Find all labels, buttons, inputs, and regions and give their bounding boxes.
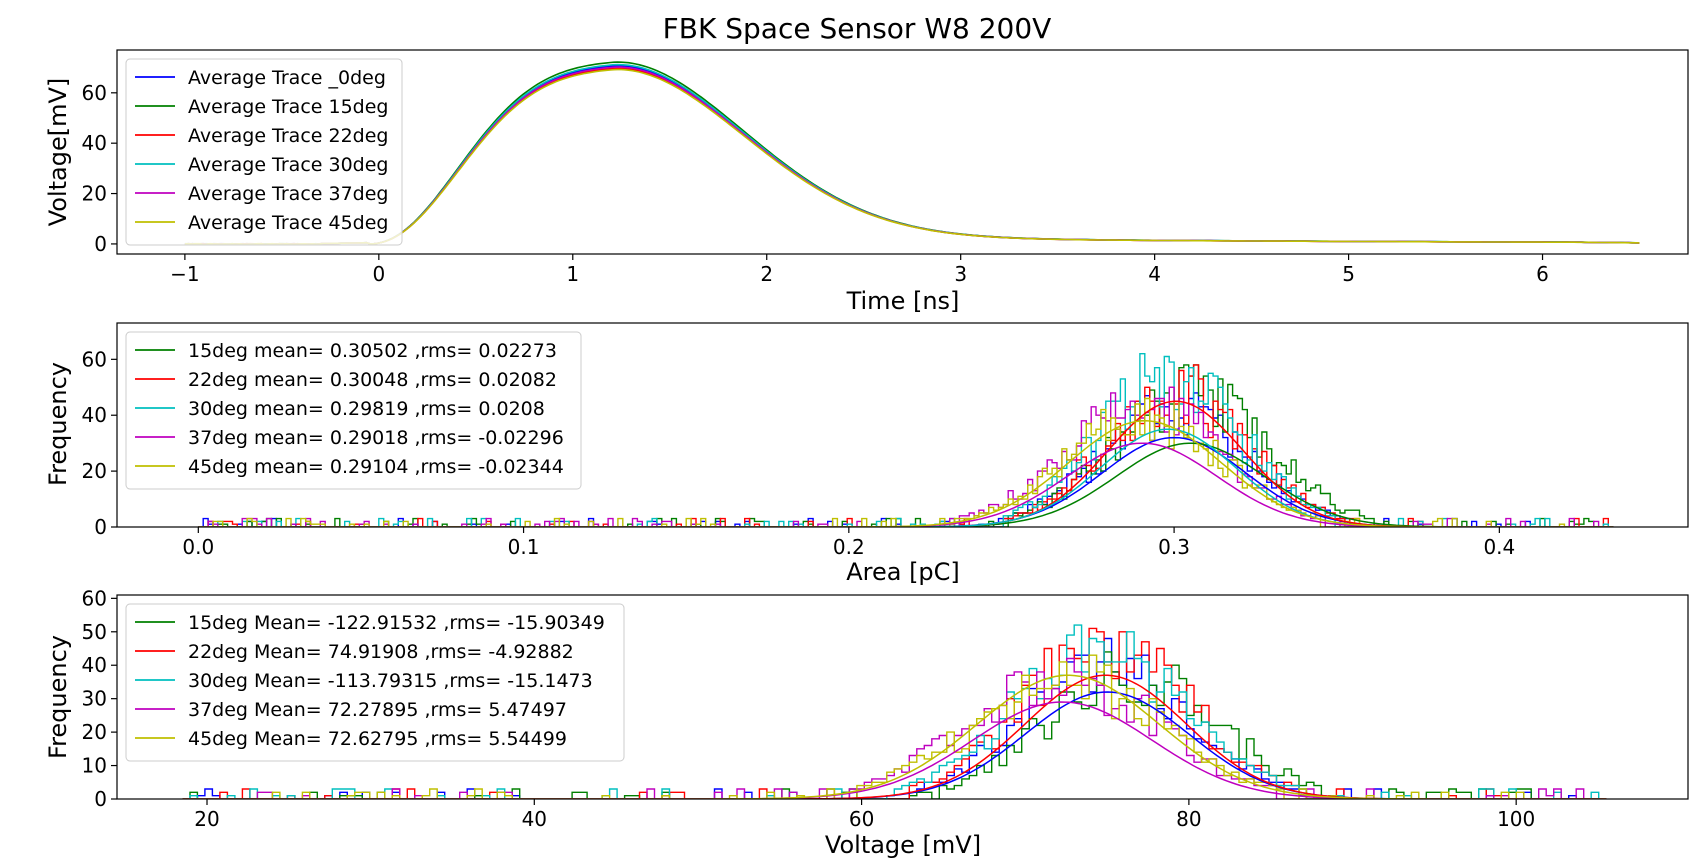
x-tick-label: 0.1 — [508, 535, 540, 559]
y-tick-label: 0 — [94, 515, 107, 539]
y-tick-label: 60 — [82, 347, 107, 371]
legend-entry: 15deg Mean= -122.91532 ,rms= -15.90349 — [188, 612, 605, 634]
panel-2-ylabel: Frequency — [44, 635, 72, 759]
legend-entry: Average Trace 30deg — [188, 154, 389, 176]
x-tick-label: 0 — [372, 262, 385, 286]
x-tick-label: 0.0 — [182, 535, 214, 559]
legend: 15deg Mean= -122.91532 ,rms= -15.90349 22… — [125, 603, 625, 762]
x-tick-label: 4 — [1148, 262, 1161, 286]
panel-area-histogram: Frequency Area [pC] 0.0 0.1 0.2 0.3 0.4 0 20 40… — [44, 322, 1689, 586]
axes-frame — [116, 49, 1689, 255]
y-tick-label: 30 — [82, 687, 107, 711]
x-tick-label: 5 — [1342, 262, 1355, 286]
legend-entry: 37deg Mean= 72.27895 ,rms= 5.47497 — [188, 699, 567, 721]
x-tick-label: 20 — [194, 807, 219, 831]
legend: 15deg mean= 0.30502 ,rms= 0.02273 22deg m… — [125, 331, 582, 490]
legend-entry: Average Trace 15deg — [188, 96, 389, 118]
series-line — [184, 66, 1640, 246]
histogram-steps — [182, 637, 1607, 799]
axes-frame — [116, 594, 1689, 800]
legend-entry: 22deg mean= 0.30048 ,rms= 0.02082 — [188, 369, 557, 391]
axes-frame — [116, 322, 1689, 528]
y-tick-label: 60 — [82, 81, 107, 105]
panel-1-xlabel: Area [pC] — [846, 558, 960, 586]
panel-0-ylabel: Voltage[mV] — [44, 78, 72, 227]
y-tick-label: 40 — [82, 653, 107, 677]
y-tick-label: 40 — [82, 131, 107, 155]
legend-entry: 30deg mean= 0.29819 ,rms= 0.0208 — [188, 398, 545, 420]
x-tick-label: 100 — [1497, 807, 1535, 831]
x-tick-label: 40 — [522, 807, 547, 831]
y-tick-label: 10 — [82, 754, 107, 778]
x-tick-label: 6 — [1536, 262, 1549, 286]
legend-entry: Average Trace 22deg — [188, 125, 389, 147]
series-line — [184, 67, 1640, 246]
y-tick-label: 20 — [82, 182, 107, 206]
legend-entry: Average Trace 37deg — [188, 183, 389, 205]
panel-average-traces: Voltage[mV] Time [ns] −1 0 1 2 3 4 5 60204060Av… — [44, 49, 1689, 315]
panel-0-xlabel: Time [ns] — [846, 287, 960, 315]
y-tick-label: 20 — [82, 459, 107, 483]
legend-entry: 30deg Mean= -113.79315 ,rms= -15.1473 — [188, 670, 593, 692]
x-tick-label: 3 — [954, 262, 967, 286]
histogram-steps — [182, 651, 1607, 799]
x-tick-label: 80 — [1176, 807, 1201, 831]
x-tick-label: 60 — [849, 807, 874, 831]
x-tick-label: 1 — [566, 262, 579, 286]
legend-entry: Average Trace 45deg — [188, 212, 389, 234]
legend-entry: 22deg Mean= 74.91908 ,rms= -4.92882 — [188, 641, 574, 663]
x-tick-label: −1 — [170, 262, 199, 286]
legend-entry: 45deg mean= 0.29104 ,rms= -0.02344 — [188, 456, 564, 478]
x-tick-label: 0.4 — [1483, 535, 1515, 559]
x-tick-label: 0.2 — [833, 535, 865, 559]
y-tick-label: 0 — [94, 787, 107, 811]
y-tick-label: 40 — [82, 403, 107, 427]
panel-voltage-histogram: Frequency Voltage [mV] 20 40 60 80 100 0 10 20 3… — [44, 586, 1689, 859]
series-line — [184, 63, 1640, 246]
panel-2-xlabel: Voltage [mV] — [825, 831, 981, 859]
legend: Average Trace _0deg Average Trace 15deg Av… — [125, 58, 403, 246]
series-line — [184, 68, 1640, 246]
plot-area-0 — [184, 61, 1640, 246]
legend-entry: Average Trace _0deg — [188, 67, 386, 89]
y-tick-label: 0 — [94, 232, 107, 256]
legend-entry: 15deg mean= 0.30502 ,rms= 0.02273 — [188, 340, 557, 362]
y-tick-label: 20 — [82, 720, 107, 744]
y-tick-label: 50 — [82, 620, 107, 644]
figure-title: FBK Space Sensor W8 200V — [663, 12, 1052, 45]
series-line — [184, 65, 1640, 246]
y-tick-label: 60 — [82, 586, 107, 610]
series-line — [184, 61, 1640, 246]
x-tick-label: 2 — [760, 262, 773, 286]
gaussian-fit — [198, 420, 1614, 527]
legend-entry: 37deg mean= 0.29018 ,rms= -0.02296 — [188, 427, 564, 449]
x-tick-label: 0.3 — [1158, 535, 1190, 559]
panel-1-ylabel: Frequency — [44, 362, 72, 486]
legend-entry: 45deg Mean= 72.62795 ,rms= 5.54499 — [188, 728, 567, 750]
histogram-steps — [198, 364, 1614, 527]
